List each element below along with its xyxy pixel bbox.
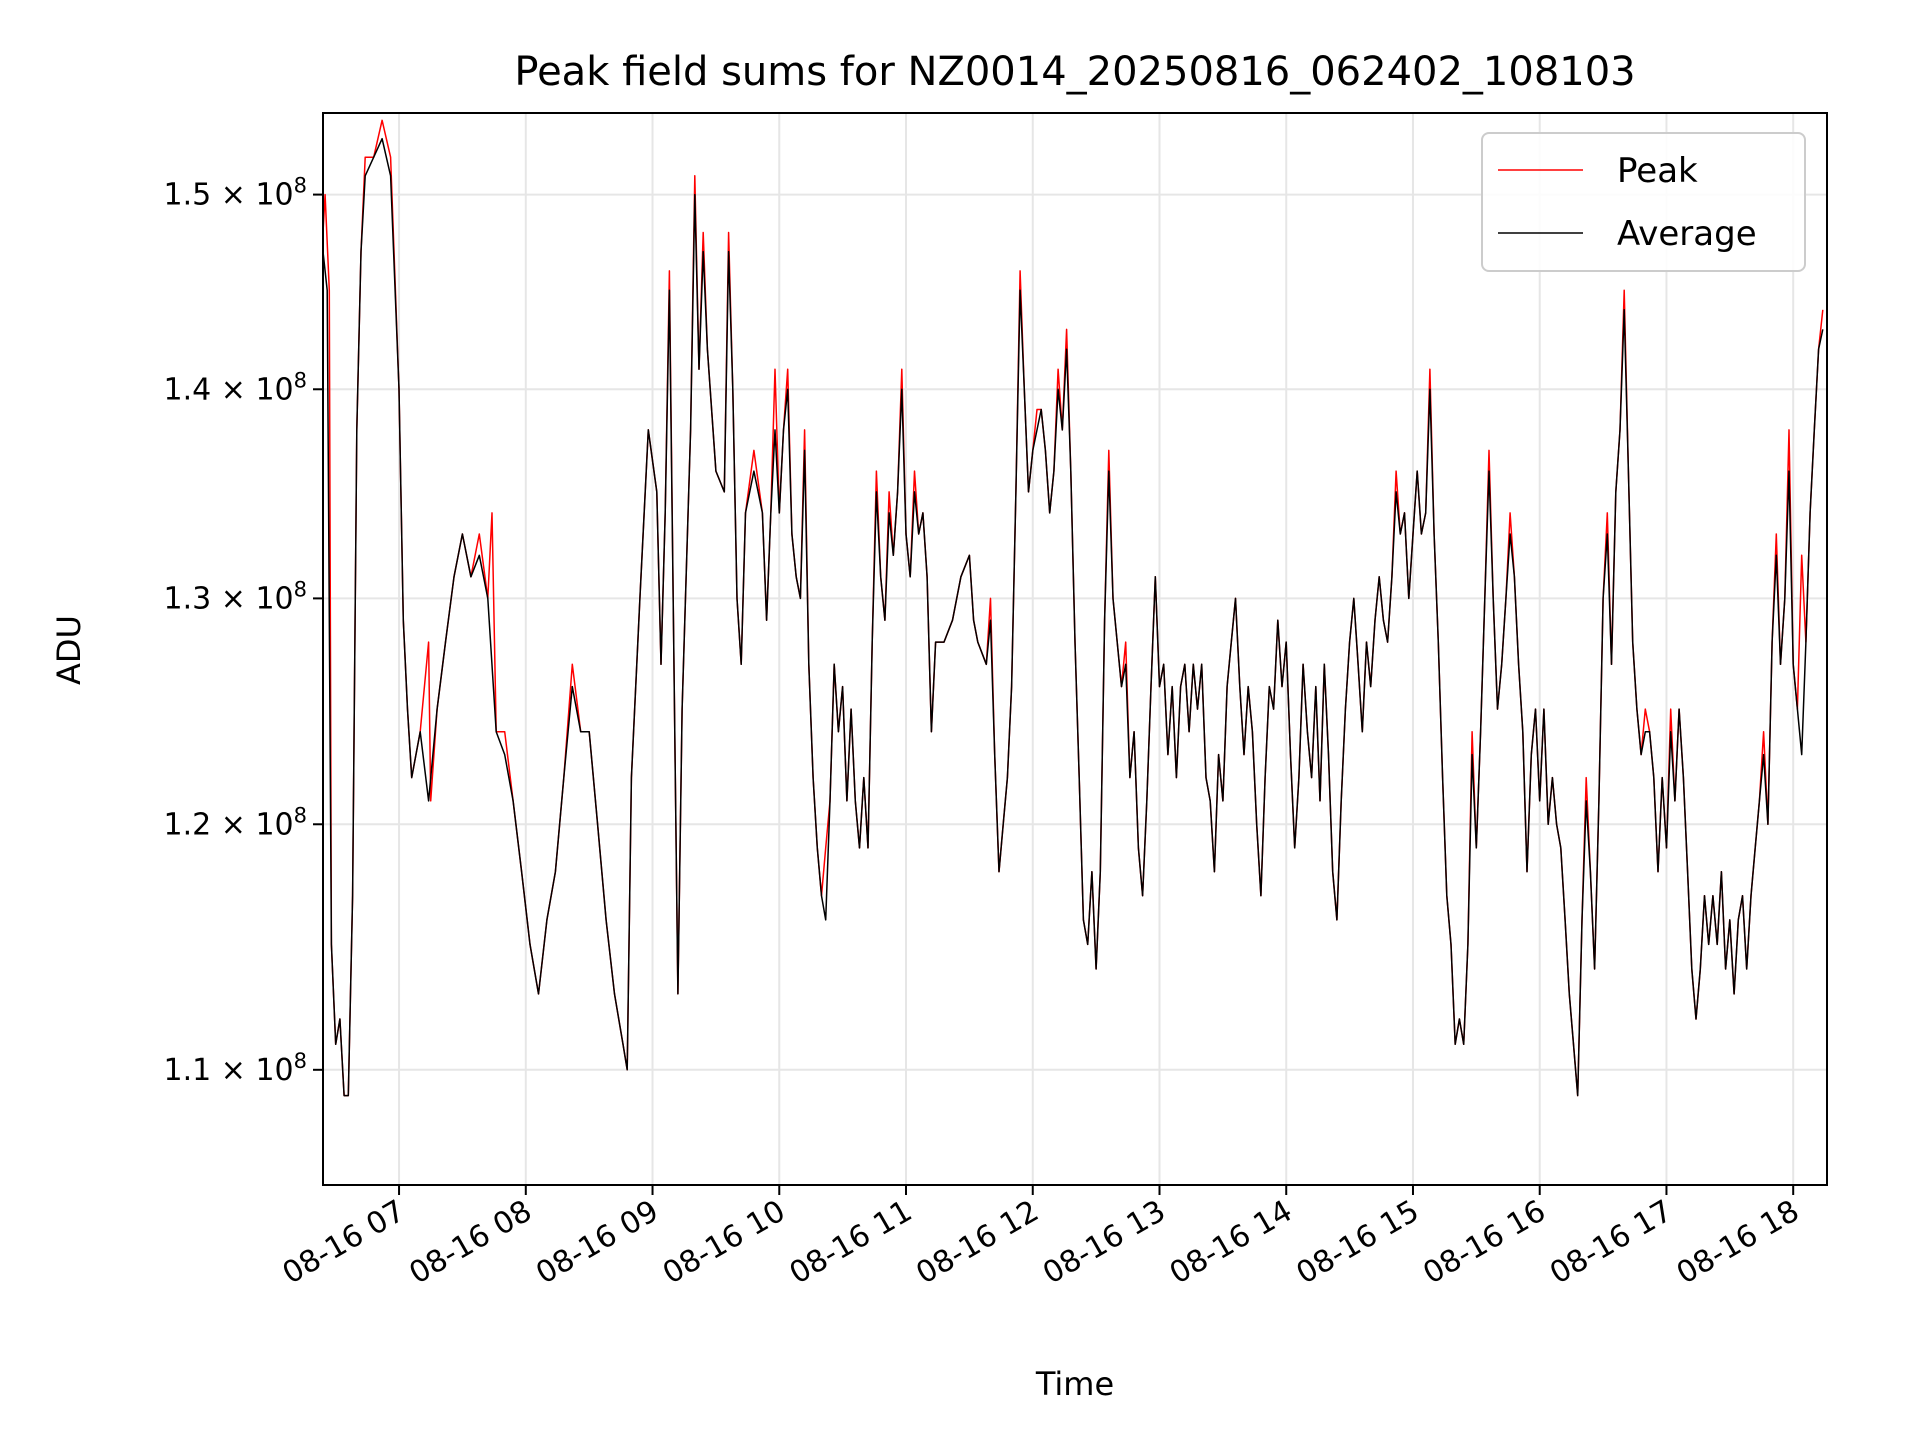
legend-label-average: Average <box>1617 214 1757 254</box>
y-tick-label: 1.5 × 108 <box>164 174 307 213</box>
legend-label-peak: Peak <box>1617 151 1698 191</box>
grid-layer <box>323 113 1827 1185</box>
series-layer <box>322 119 1824 1097</box>
plot-frame <box>322 112 1828 1186</box>
legend: Peak Average <box>1481 132 1806 272</box>
y-axis-title: ADU <box>50 615 88 685</box>
chart-title: Peak field sums for NZ0014_20250816_0624… <box>514 49 1635 95</box>
legend-box <box>1481 132 1806 272</box>
series-line-average <box>322 137 1824 1097</box>
y-tick-label: 1.2 × 108 <box>164 803 307 842</box>
y-tick-label: 1.3 × 108 <box>164 577 307 616</box>
x-axis-title: Time <box>1035 1365 1114 1403</box>
y-tick-label: 1.1 × 108 <box>164 1049 307 1088</box>
y-tick-label: 1.4 × 108 <box>164 368 307 407</box>
